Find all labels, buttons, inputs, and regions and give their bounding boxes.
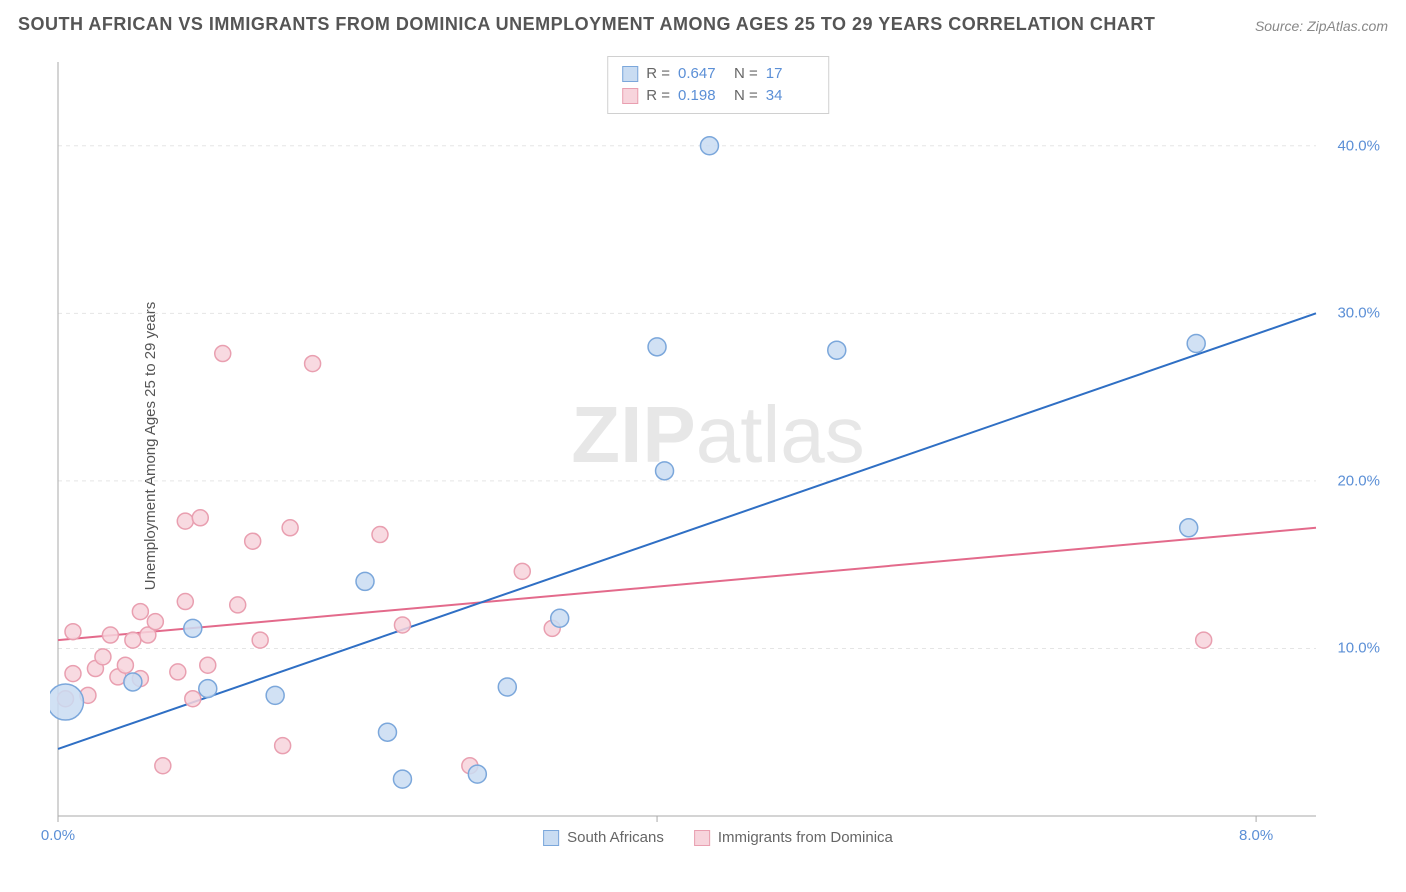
- r-value: 0.647: [678, 63, 726, 85]
- legend-label: Immigrants from Dominica: [718, 829, 893, 846]
- n-label: N =: [734, 63, 758, 85]
- n-value: 34: [766, 85, 814, 107]
- n-label: N =: [734, 85, 758, 107]
- xtick-label: 8.0%: [1239, 827, 1273, 844]
- ytick-label: 10.0%: [1337, 640, 1380, 657]
- correlation-legend: R = 0.647 N = 17 R = 0.198 N = 34: [607, 56, 829, 114]
- r-label: R =: [646, 85, 670, 107]
- swatch-icon: [622, 66, 638, 82]
- n-value: 17: [766, 63, 814, 85]
- swatch-icon: [622, 88, 638, 104]
- legend-item: South Africans: [543, 829, 664, 846]
- legend-label: South Africans: [567, 829, 664, 846]
- swatch-icon: [543, 830, 559, 846]
- source-credit: Source: ZipAtlas.com: [1255, 18, 1388, 34]
- scatter-plot-svg: [50, 56, 1386, 846]
- correlation-row: R = 0.198 N = 34: [622, 85, 814, 107]
- xtick-label: 0.0%: [41, 827, 75, 844]
- legend-item: Immigrants from Dominica: [694, 829, 893, 846]
- swatch-icon: [694, 830, 710, 846]
- r-value: 0.198: [678, 85, 726, 107]
- ytick-label: 40.0%: [1337, 137, 1380, 154]
- ytick-label: 20.0%: [1337, 472, 1380, 489]
- r-label: R =: [646, 63, 670, 85]
- correlation-row: R = 0.647 N = 17: [622, 63, 814, 85]
- chart-title: SOUTH AFRICAN VS IMMIGRANTS FROM DOMINIC…: [18, 14, 1155, 35]
- plot-area: ZIPatlas R = 0.647 N = 17 R = 0.198 N = …: [50, 56, 1386, 846]
- series-legend: South Africans Immigrants from Dominica: [543, 829, 893, 846]
- ytick-label: 30.0%: [1337, 305, 1380, 322]
